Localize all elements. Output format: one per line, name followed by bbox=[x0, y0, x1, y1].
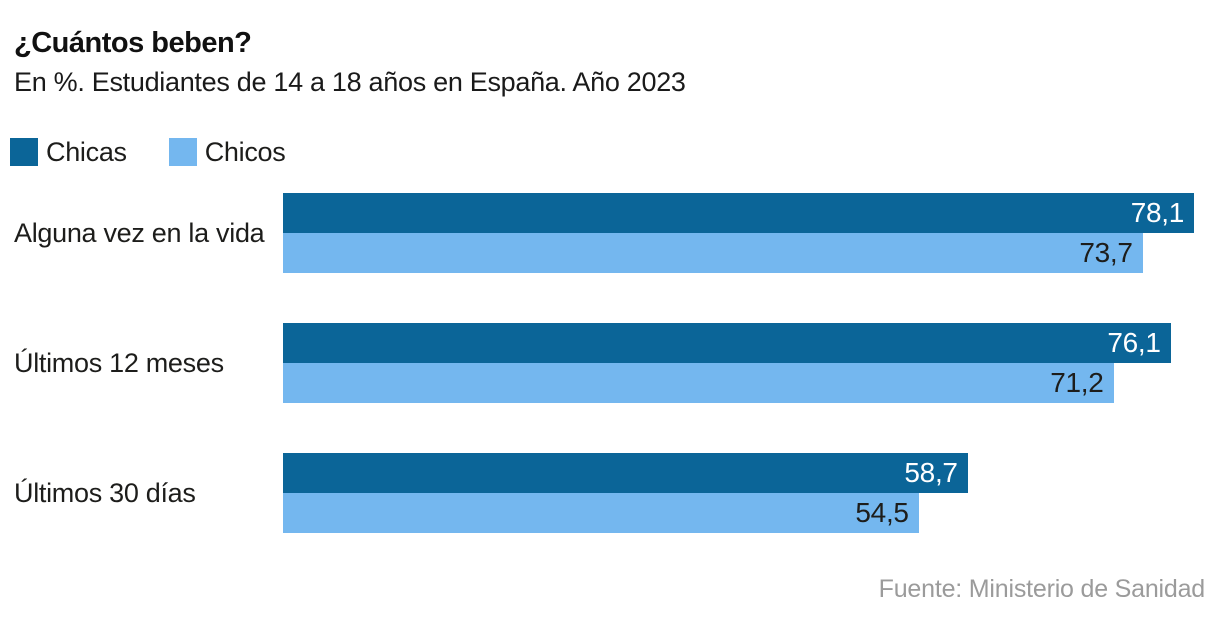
bar-value-label: 73,7 bbox=[1079, 237, 1133, 268]
legend-swatch-icon bbox=[168, 138, 197, 166]
bar-group: 76,1 71,2 bbox=[283, 323, 1194, 403]
legend-item-chicos: Chicos bbox=[168, 136, 286, 168]
bar-value-label: 78,1 bbox=[1130, 197, 1185, 228]
bar-chicos: 54,5 bbox=[283, 493, 919, 533]
chart-row: Alguna vez en la vida 78,1 73,7 bbox=[0, 193, 1220, 273]
legend-item-chicas: Chicas bbox=[10, 137, 127, 168]
chart-row: Últimos 30 días 58,7 54,5 bbox=[0, 453, 1220, 533]
chart-title: ¿Cuántos beben? bbox=[14, 27, 252, 59]
bar-chicas: 76,1 bbox=[283, 323, 1171, 363]
bar-chicas: 58,7 bbox=[283, 453, 968, 493]
bar-value-label: 76,1 bbox=[1107, 327, 1161, 358]
bar-value-label: 58,7 bbox=[904, 457, 958, 488]
bar-group: 78,1 73,7 bbox=[283, 193, 1194, 273]
chart-header: ¿Cuántos beben? En %. Estudiantes de 14 … bbox=[0, 26, 1220, 100]
source-note: Fuente: Ministerio de Sanidad bbox=[878, 575, 1206, 603]
category-label: Últimos 12 meses bbox=[14, 347, 224, 378]
category-label: Últimos 30 días bbox=[14, 477, 196, 508]
legend-swatch-icon bbox=[10, 138, 38, 166]
chart-legend: Chicas Chicos bbox=[0, 136, 1220, 168]
chart-row: Últimos 12 meses 76,1 71,2 bbox=[0, 323, 1220, 403]
bar-chicos: 73,7 bbox=[283, 233, 1143, 273]
bar-chicas: 78,1 bbox=[283, 193, 1194, 233]
bar-chart: Alguna vez en la vida 78,1 73,7 Últimos 12 … bbox=[0, 193, 1220, 533]
legend-label: Chicos bbox=[204, 136, 286, 167]
category-label: Alguna vez en la vida bbox=[14, 217, 265, 248]
bar-chicos: 71,2 bbox=[283, 363, 1114, 403]
bar-value-label: 54,5 bbox=[855, 497, 909, 528]
bar-group: 58,7 54,5 bbox=[283, 453, 1194, 533]
legend-label: Chicas bbox=[46, 136, 127, 167]
chart-subtitle: En %. Estudiantes de 14 a 18 años en Esp… bbox=[14, 67, 686, 97]
bar-value-label: 71,2 bbox=[1050, 367, 1104, 398]
